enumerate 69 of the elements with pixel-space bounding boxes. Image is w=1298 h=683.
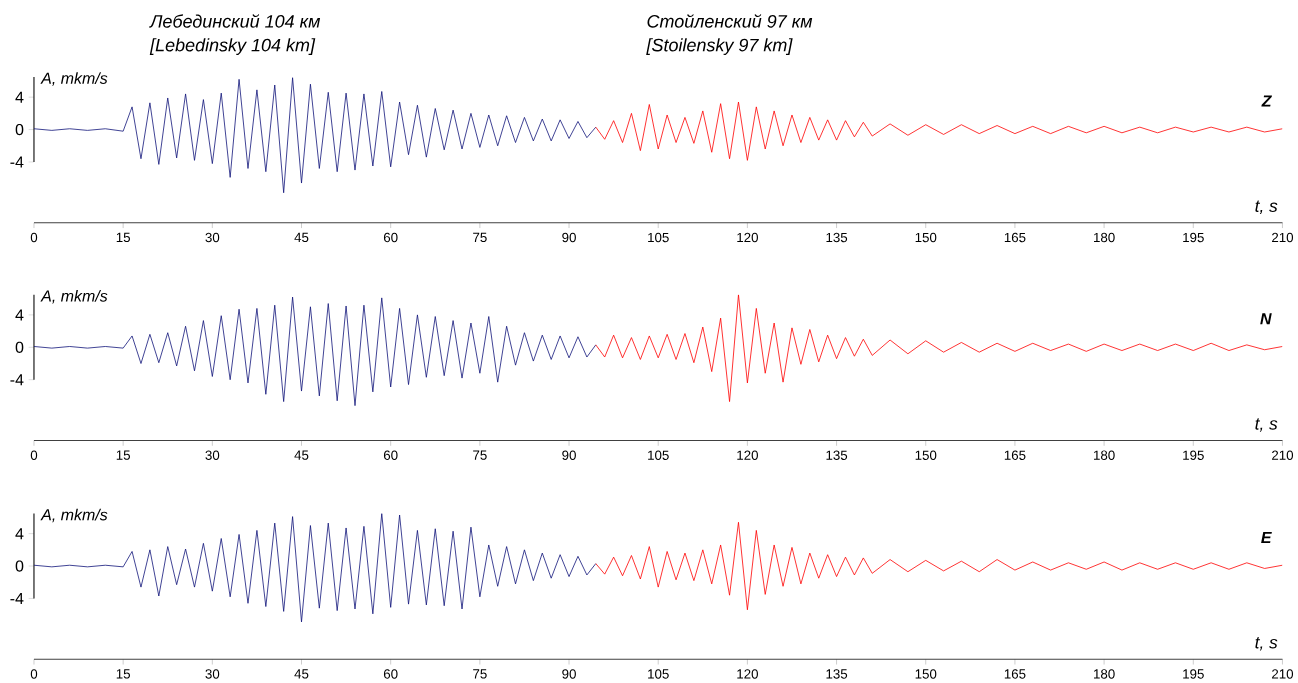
x-tick-label: 150 <box>915 450 937 460</box>
x-tick-label: 135 <box>826 450 848 460</box>
text: Z <box>1261 95 1272 107</box>
y-tick-label: 0 <box>15 341 24 353</box>
x-tick-label: 135 <box>826 669 848 679</box>
x-tick-label: 30 <box>205 669 220 679</box>
x-tick-label: 135 <box>826 232 848 243</box>
y-axis-title: A, mkm/s <box>40 289 108 304</box>
line-series <box>595 294 1283 402</box>
x-tick-label: 120 <box>737 450 758 460</box>
text: Лебединский 104 км <box>149 14 321 28</box>
x-tick-label: 210 <box>1272 669 1294 679</box>
x-tick-label: 45 <box>294 669 309 679</box>
x-tick-label: 120 <box>737 232 758 243</box>
line-series <box>595 521 1283 611</box>
x-tick-label: 195 <box>1183 450 1204 460</box>
x-axis-title: t, s <box>1255 637 1278 651</box>
text: N <box>1260 313 1272 325</box>
y-tick-label: 4 <box>15 91 24 103</box>
text: Стойленский 97 км <box>647 14 813 28</box>
x-tick-label: 0 <box>30 669 38 679</box>
x-tick-label: 45 <box>294 232 309 242</box>
x-tick-label: 15 <box>116 669 130 679</box>
x-tick-label: 180 <box>1094 450 1115 460</box>
x-tick-label: 90 <box>562 669 576 679</box>
x-tick-label: 165 <box>1004 669 1026 679</box>
x-tick-label: 105 <box>648 232 669 243</box>
x-tick-label: 150 <box>915 232 937 243</box>
y-tick-label: 4 <box>15 309 24 321</box>
x-tick-label: 60 <box>383 450 398 460</box>
x-tick-label: 180 <box>1094 232 1115 243</box>
x-axis-title: t, s <box>1255 418 1278 432</box>
x-tick-label: 195 <box>1183 669 1204 679</box>
text: [Lebedinsky 104 km] <box>149 38 316 55</box>
y-tick-label: -4 <box>10 156 24 168</box>
x-axis-title: t, s <box>1255 200 1278 214</box>
x-tick-label: 45 <box>294 450 309 460</box>
x-tick-label: 30 <box>205 450 220 460</box>
x-tick-label: 210 <box>1272 450 1294 460</box>
x-tick-label: 150 <box>915 669 937 679</box>
x-tick-label: 90 <box>562 232 576 243</box>
x-tick-label: 90 <box>562 450 576 460</box>
x-tick-label: 75 <box>473 232 487 242</box>
y-tick-label: 4 <box>15 528 24 540</box>
x-tick-label: 165 <box>1004 232 1026 243</box>
text: E <box>1261 531 1272 543</box>
x-tick-label: 120 <box>737 669 758 679</box>
x-tick-label: 105 <box>648 669 669 679</box>
x-tick-label: 105 <box>648 450 669 460</box>
x-tick-label: 165 <box>1004 450 1026 460</box>
x-tick-label: 180 <box>1094 669 1115 679</box>
x-tick-label: 0 <box>30 450 38 460</box>
x-tick-label: 15 <box>116 232 130 242</box>
y-tick-label: -4 <box>10 374 24 386</box>
y-tick-label: -4 <box>10 592 24 604</box>
x-tick-label: 60 <box>383 232 398 243</box>
y-tick-label: 0 <box>15 123 24 136</box>
y-tick-label: 0 <box>15 560 24 572</box>
x-tick-label: 30 <box>205 232 220 243</box>
x-tick-label: 15 <box>116 450 130 460</box>
x-tick-label: 60 <box>383 669 398 679</box>
x-tick-label: 210 <box>1272 232 1294 243</box>
x-tick-label: 195 <box>1183 232 1204 243</box>
y-axis-title: A, mkm/s <box>40 72 108 86</box>
x-tick-label: 75 <box>473 669 487 679</box>
y-axis-title: A, mkm/s <box>40 508 108 523</box>
x-tick-label: 75 <box>473 450 487 460</box>
x-tick-label: 0 <box>30 232 38 243</box>
text: [Stoilensky 97 km] <box>646 38 793 55</box>
